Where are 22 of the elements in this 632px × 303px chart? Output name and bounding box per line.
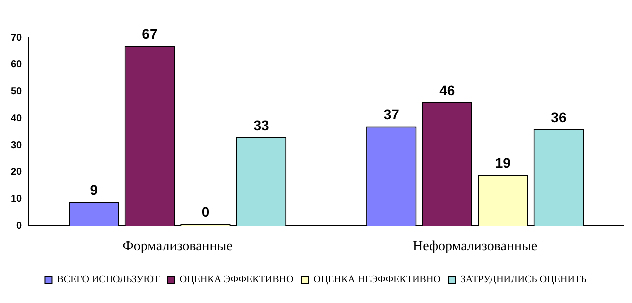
data-label: 9 <box>90 182 98 198</box>
y-tick-label: 50 <box>11 86 23 98</box>
legend-label: ОЦЕНКА НЕЭФФЕКТИВНО <box>314 274 441 286</box>
data-label: 46 <box>440 82 456 98</box>
legend-label: ОЦЕНКА ЭФФЕКТИВНО <box>180 274 294 286</box>
y-tick-label: 70 <box>11 32 23 44</box>
y-tick-label: 10 <box>11 194 23 206</box>
data-label: 19 <box>495 154 512 171</box>
x-tick-label: Неформализованные <box>412 239 538 254</box>
data-label: 33 <box>254 117 270 134</box>
y-tick-label: 0 <box>16 220 23 232</box>
data-label: 67 <box>142 26 158 42</box>
data-label: 36 <box>551 109 567 126</box>
y-tick-label: 60 <box>11 60 23 71</box>
legend-label: ВСЕГО ИСПОЛЬЗУЮТ <box>57 274 160 286</box>
y-tick-label: 20 <box>11 167 23 178</box>
y-tick-label: 30 <box>11 140 23 152</box>
y-tick-label: 40 <box>11 113 23 124</box>
data-label: 37 <box>384 106 400 123</box>
data-label: 0 <box>202 204 210 220</box>
legend-label: ЗАТРУДНИЛИСЬ ОЦЕНИТЬ <box>460 274 588 286</box>
x-tick-label: Формализованные <box>122 239 233 254</box>
